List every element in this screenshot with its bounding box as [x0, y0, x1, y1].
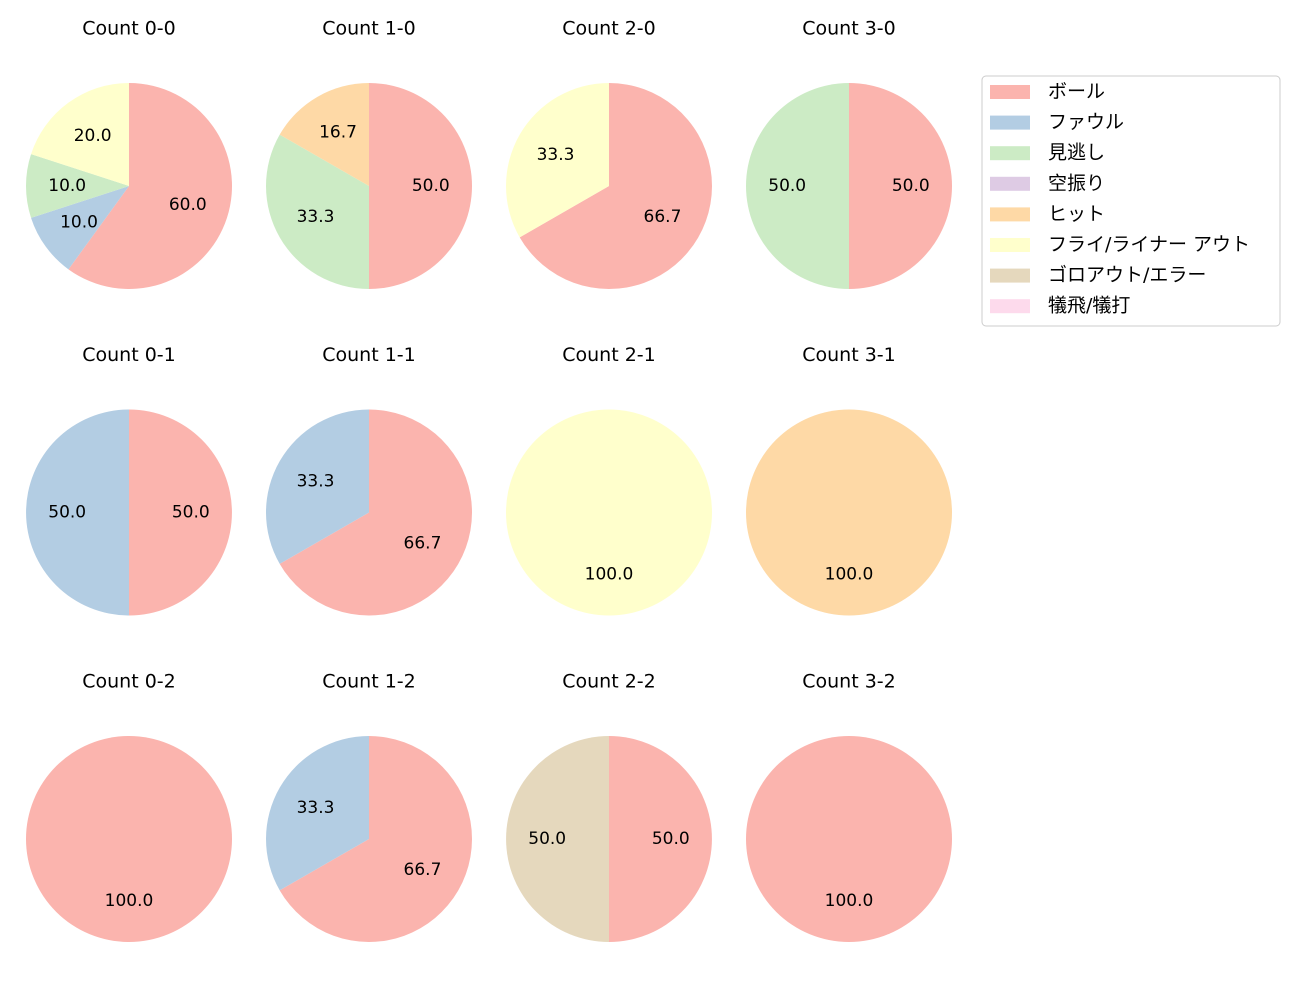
- value-label: 50.0: [892, 176, 930, 196]
- value-label: 16.7: [319, 123, 357, 143]
- value-label: 100.0: [825, 564, 874, 584]
- pie-slice: [26, 154, 130, 218]
- pie-slice: [265, 134, 369, 289]
- legend-label: 見逃し: [1048, 142, 1105, 164]
- value-label: 10.0: [48, 176, 86, 196]
- legend-label: ボール: [1048, 81, 1105, 103]
- value-label: 50.0: [768, 176, 806, 196]
- pie-title: Count 0-2: [82, 671, 176, 693]
- pie-slice: [279, 83, 369, 186]
- value-label: 60.0: [169, 195, 207, 215]
- legend-swatch: [990, 146, 1030, 161]
- pie-slice: [26, 736, 232, 942]
- pie-slice: [279, 409, 472, 616]
- pie-slice: [129, 409, 232, 616]
- pie-slice: [506, 409, 712, 616]
- legend-swatch: [990, 115, 1030, 130]
- pie-slice: [506, 736, 609, 942]
- pie-title: Count 3-1: [802, 344, 896, 366]
- pie-title: Count 0-0: [82, 18, 176, 40]
- pie-slice: [31, 83, 129, 186]
- pie-title: Count 1-0: [322, 18, 416, 40]
- value-label: 66.7: [404, 860, 442, 880]
- pie-slice: [266, 409, 369, 564]
- legend-swatch: [990, 207, 1030, 222]
- value-label: 50.0: [412, 176, 450, 196]
- pie-title: Count 1-1: [322, 344, 416, 366]
- pie-slice: [746, 83, 849, 289]
- pie-slice: [68, 83, 232, 289]
- value-label: 10.0: [60, 212, 98, 232]
- pie-slice: [609, 736, 712, 942]
- pie-slice: [266, 736, 369, 891]
- value-label: 50.0: [652, 829, 690, 849]
- pie-slice: [746, 409, 952, 616]
- pie-slice: [746, 736, 952, 942]
- pie-slice: [849, 83, 952, 289]
- legend-box: [981, 75, 1281, 327]
- pie-title: Count 0-1: [82, 344, 176, 366]
- legend-label: フライ/ライナー アウト: [1048, 234, 1250, 256]
- value-label: 50.0: [528, 829, 566, 849]
- value-label: 100.0: [825, 891, 874, 911]
- legend-label: 空振り: [1048, 172, 1105, 194]
- pie-slice: [31, 186, 129, 270]
- pie-slice: [279, 736, 473, 942]
- pie-slice: [506, 83, 609, 238]
- pie-slice: [26, 409, 130, 616]
- value-label: 50.0: [172, 503, 210, 523]
- value-label: 100.0: [105, 891, 154, 911]
- value-label: 66.7: [644, 207, 682, 227]
- legend-label: ヒット: [1048, 203, 1105, 225]
- legend-swatch: [990, 299, 1030, 314]
- pie-slice: [369, 83, 472, 289]
- legend-label: ファウル: [1048, 111, 1124, 133]
- pie-title: Count 2-2: [562, 671, 656, 693]
- value-label: 66.7: [404, 533, 442, 553]
- pie-title: Count 2-0: [562, 18, 656, 40]
- legend-label: 犠飛/犠打: [1048, 295, 1130, 317]
- legend-swatch: [990, 176, 1030, 191]
- legend-swatch: [990, 238, 1030, 252]
- value-label: 50.0: [48, 503, 86, 523]
- value-label: 33.3: [297, 798, 335, 818]
- value-label: 33.3: [537, 145, 575, 165]
- value-label: 20.0: [74, 126, 112, 146]
- pie-title: Count 3-0: [802, 18, 896, 40]
- pie-slice: [519, 83, 712, 289]
- legend-swatch: [990, 268, 1030, 283]
- value-label: 33.3: [297, 207, 335, 227]
- pie-title: Count 2-1: [562, 344, 656, 366]
- pie-title: Count 3-2: [802, 671, 896, 693]
- value-label: 33.3: [297, 472, 335, 492]
- legend-swatch: [990, 85, 1030, 99]
- value-label: 100.0: [585, 564, 634, 584]
- legend-label: ゴロアウト/エラー: [1048, 264, 1206, 286]
- pie-title: Count 1-2: [322, 671, 416, 693]
